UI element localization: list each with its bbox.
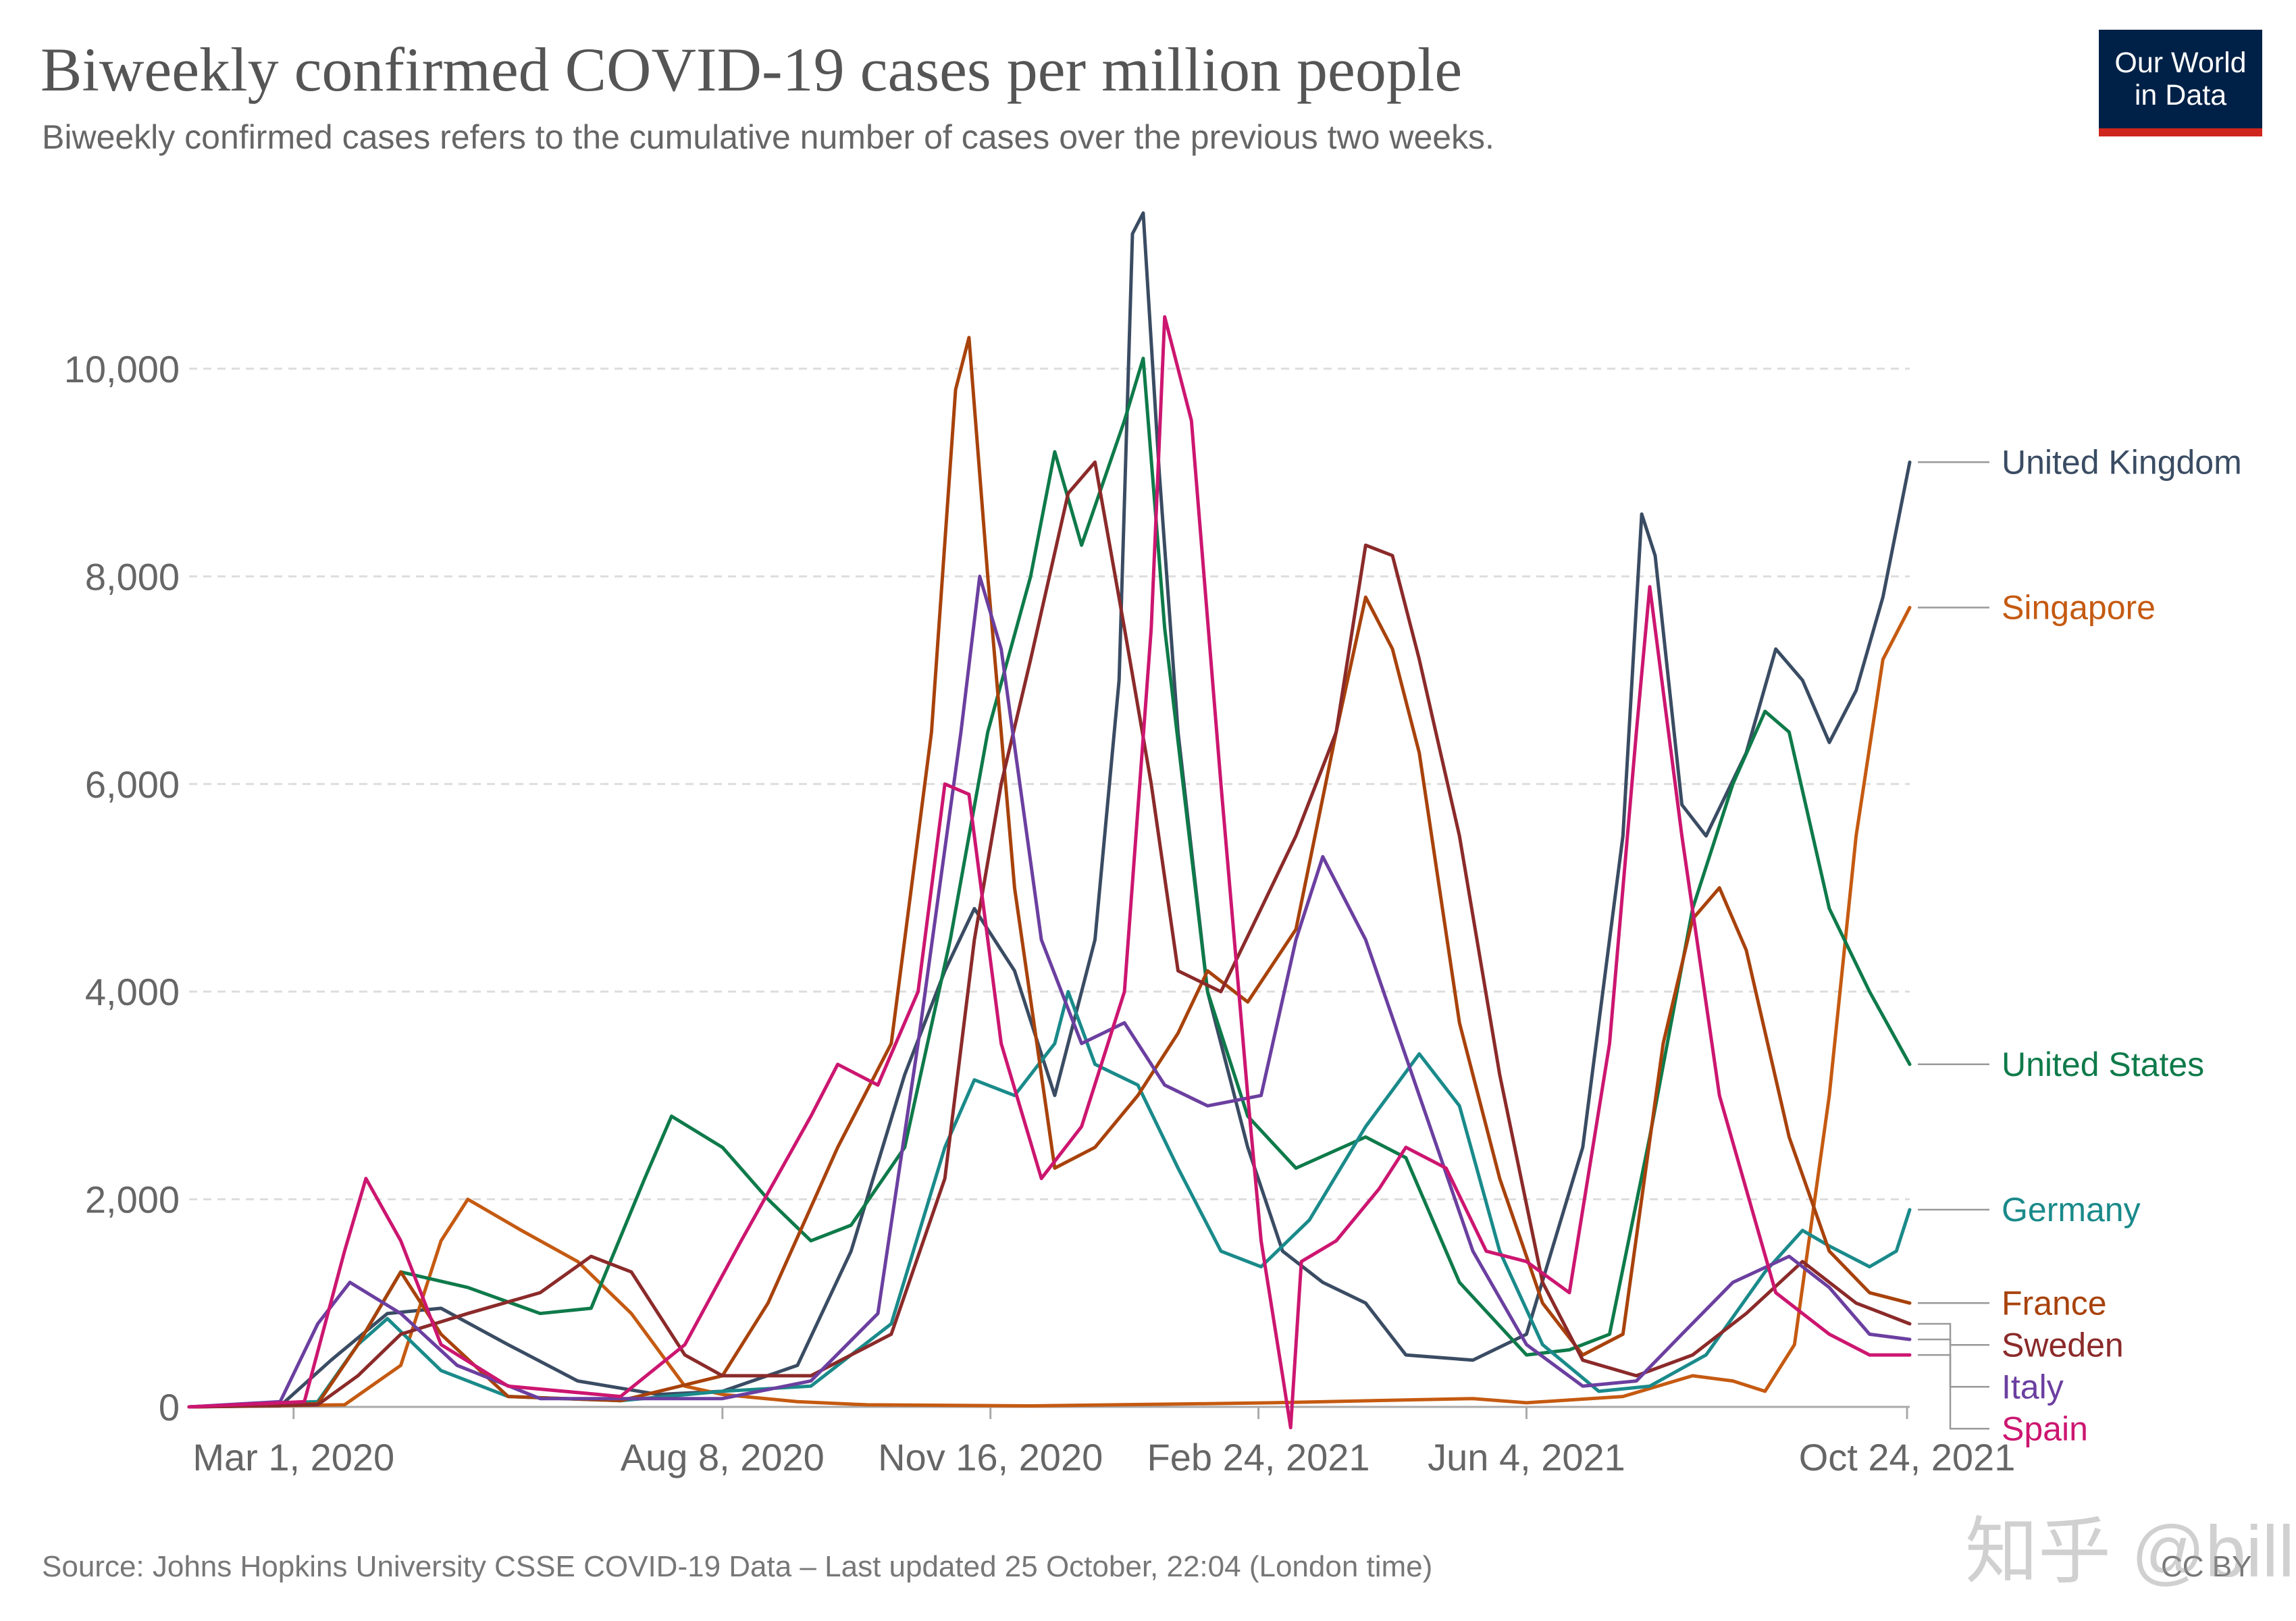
y-tick-label: 2,000	[85, 1179, 180, 1221]
source-note: Source: Johns Hopkins University CSSE CO…	[42, 1550, 1433, 1583]
x-tick-label: Feb 24, 2021	[1147, 1436, 1370, 1478]
series-line	[187, 460, 1912, 1409]
label-connector	[1918, 1322, 1989, 1346]
series-label: Germany	[2002, 1191, 2141, 1229]
license-link[interactable]: CC BY	[2161, 1550, 2252, 1583]
chart-title: Biweekly confirmed COVID-19 cases per mi…	[41, 35, 1463, 104]
series-lines	[187, 211, 1912, 1430]
y-tick-label: 6,000	[85, 763, 180, 806]
y-tick-label: 0	[159, 1386, 180, 1429]
series-labels: United Kingdom Singapore United States Germ…	[1918, 443, 2242, 1447]
x-tick-label: Jun 4, 2021	[1428, 1436, 1625, 1478]
series-line	[187, 211, 1912, 1409]
label-connector	[1918, 1354, 1989, 1430]
y-tick-label: 4,000	[85, 971, 180, 1013]
series-label: Sweden	[2002, 1326, 2124, 1364]
label-connector	[1918, 1338, 1989, 1388]
watermark: 知乎 @billliu	[1965, 1510, 2296, 1592]
series-line	[187, 336, 1912, 1409]
series-label: Spain	[2002, 1410, 2088, 1447]
logo-line-1: Our World	[2114, 47, 2247, 79]
series-label: Italy	[2002, 1368, 2064, 1406]
series-label: United States	[2002, 1046, 2204, 1083]
grid-lines: 0 2,000 4,000 6,000 8,000 10,000	[64, 348, 1910, 1429]
logo-line-2: in Data	[2134, 79, 2227, 111]
x-tick-label: Oct 24, 2021	[1799, 1436, 2016, 1478]
x-tick-label: Nov 16, 2020	[878, 1436, 1103, 1478]
series-line	[187, 357, 1912, 1409]
chart-subtitle: Biweekly confirmed cases refers to the c…	[42, 118, 1494, 156]
series-label: United Kingdom	[2002, 443, 2242, 481]
series-label: Singapore	[2002, 588, 2156, 626]
series-line	[187, 606, 1912, 1409]
x-tick-label: Aug 8, 2020	[621, 1436, 825, 1478]
series-line	[187, 315, 1912, 1430]
y-tick-label: 10,000	[64, 348, 180, 390]
y-tick-label: 8,000	[85, 555, 180, 598]
x-tick-label: Mar 1, 2020	[192, 1436, 394, 1478]
series-label: France	[2002, 1284, 2107, 1322]
owid-logo[interactable]: Our World in Data	[2099, 30, 2262, 136]
x-axis: Mar 1, 2020 Aug 8, 2020 Nov 16, 2020 Feb 24…	[189, 1406, 2016, 1478]
